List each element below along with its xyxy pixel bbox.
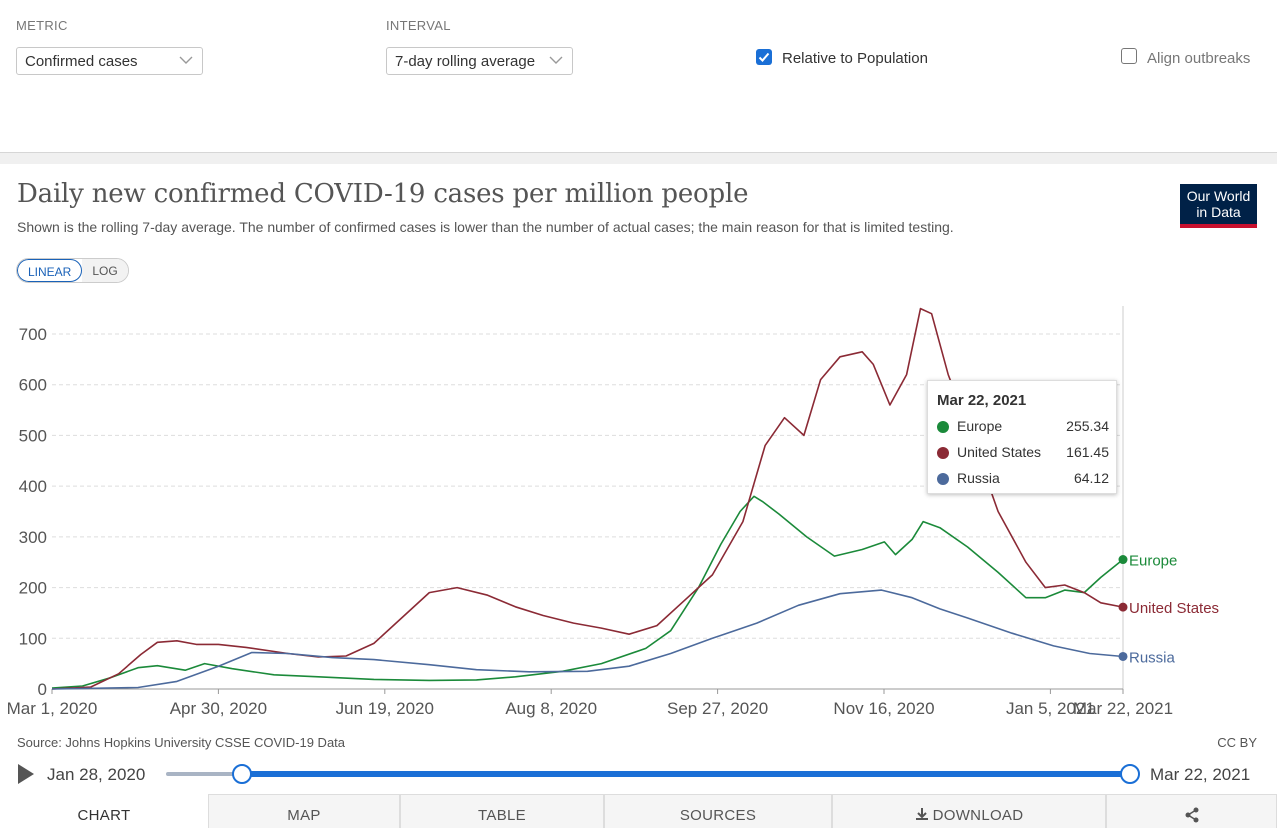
x-tick-label: Nov 16, 2020 bbox=[833, 699, 934, 718]
tab-bar: CHART MAP TABLE SOURCES DOWNLOAD bbox=[0, 794, 1277, 828]
europe-dot-icon bbox=[937, 421, 949, 433]
y-tick-label: 0 bbox=[38, 680, 47, 699]
tab-download[interactable]: DOWNLOAD bbox=[832, 794, 1106, 828]
tooltip-row-europe: Europe 255.34 bbox=[937, 418, 1109, 436]
russia-end-dot bbox=[1118, 651, 1128, 661]
tab-chart[interactable]: CHART bbox=[0, 794, 208, 828]
united-states-line bbox=[51, 307, 1124, 690]
metric-value: Confirmed cases bbox=[25, 53, 138, 70]
tab-map[interactable]: MAP bbox=[208, 794, 400, 828]
x-tick-label: Jun 19, 2020 bbox=[336, 699, 434, 718]
europe-end-dot bbox=[1118, 555, 1128, 565]
chart-subtitle: Shown is the rolling 7-day average. The … bbox=[17, 219, 954, 235]
x-tick-label: Jan 5, 2021 bbox=[1006, 699, 1095, 718]
y-tick-label: 100 bbox=[19, 629, 47, 648]
russia-dot-icon bbox=[937, 473, 949, 485]
metric-select[interactable]: Confirmed cases bbox=[16, 47, 203, 75]
linear-scale-button[interactable]: LINEAR bbox=[17, 259, 83, 282]
relative-population-label[interactable]: Relative to Population bbox=[782, 50, 928, 67]
y-tick-label: 500 bbox=[19, 426, 47, 445]
tooltip-name: Russia bbox=[957, 470, 1000, 486]
tab-table[interactable]: TABLE bbox=[400, 794, 604, 828]
europe-series-label: Europe bbox=[1129, 553, 1177, 570]
scale-toggle: LINEAR LOG bbox=[16, 258, 129, 283]
timeline-track-active[interactable] bbox=[242, 771, 1130, 777]
europe-line bbox=[51, 495, 1124, 689]
x-tick-label: Sep 27, 2020 bbox=[667, 699, 768, 718]
tooltip-value: 64.12 bbox=[1073, 470, 1109, 486]
tooltip-name: United States bbox=[957, 444, 1042, 460]
tab-share[interactable] bbox=[1106, 794, 1277, 828]
controls-bar: METRIC Confirmed cases INTERVAL 7-day ro… bbox=[0, 0, 1277, 153]
x-tick-label: Mar 22, 2021 bbox=[1073, 699, 1173, 718]
chart-panel bbox=[0, 164, 1277, 828]
chart-title: Daily new confirmed COVID-19 cases per m… bbox=[17, 179, 749, 209]
y-tick-label: 200 bbox=[19, 579, 47, 598]
tooltip: Mar 22, 2021 Europe 255.34 United States… bbox=[927, 380, 1117, 494]
download-icon bbox=[915, 808, 928, 820]
timeline-end-label: Mar 22, 2021 bbox=[1150, 765, 1251, 784]
chevron-down-icon bbox=[549, 56, 563, 64]
tooltip-value: 161.45 bbox=[1066, 444, 1109, 460]
x-tick-label: Apr 30, 2020 bbox=[170, 699, 267, 718]
share-icon bbox=[1185, 807, 1198, 823]
checkmark-icon bbox=[758, 52, 770, 62]
timeline-start-handle[interactable] bbox=[232, 764, 252, 784]
x-tick-label: Aug 8, 2020 bbox=[505, 699, 597, 718]
x-tick-label: Mar 1, 2020 bbox=[7, 699, 98, 718]
y-tick-label: 700 bbox=[19, 325, 47, 344]
chevron-down-icon bbox=[179, 56, 193, 64]
tooltip-name: Europe bbox=[957, 418, 1003, 434]
metric-label: METRIC bbox=[16, 18, 68, 33]
united-states-series-label: United States bbox=[1129, 600, 1219, 617]
y-tick-label: 400 bbox=[19, 477, 47, 496]
timeline-track-inactive[interactable] bbox=[166, 772, 242, 776]
timeline-start-label: Jan 28, 2020 bbox=[47, 765, 146, 784]
logo-line-1: Our World bbox=[1186, 188, 1251, 204]
united-states-end-dot bbox=[1118, 602, 1128, 612]
logo-line-2: in Data bbox=[1196, 204, 1241, 220]
line-chart: 0 100 200 300 400 500 600 700 Mar 1, 2020 Apr 30,… bbox=[7, 306, 1219, 718]
relative-population-checkbox[interactable] bbox=[756, 49, 772, 65]
interval-value: 7-day rolling average bbox=[395, 53, 536, 70]
united-states-dot-icon bbox=[937, 447, 949, 459]
y-tick-label: 600 bbox=[19, 376, 47, 395]
interval-select[interactable]: 7-day rolling average bbox=[386, 47, 573, 75]
log-scale-button[interactable]: LOG bbox=[82, 259, 128, 282]
tab-sources[interactable]: SOURCES bbox=[604, 794, 832, 828]
timeline-end-handle[interactable] bbox=[1120, 764, 1140, 784]
play-icon[interactable] bbox=[18, 764, 34, 784]
tooltip-value: 255.34 bbox=[1066, 418, 1109, 434]
y-tick-label: 300 bbox=[19, 528, 47, 547]
tooltip-date: Mar 22, 2021 bbox=[937, 392, 1027, 409]
tooltip-row-united-states: United States 161.45 bbox=[937, 444, 1109, 462]
russia-line bbox=[51, 589, 1124, 690]
tab-download-label: DOWNLOAD bbox=[932, 807, 1024, 824]
russia-series-label: Russia bbox=[1129, 649, 1176, 666]
align-outbreaks-label[interactable]: Align outbreaks bbox=[1147, 50, 1251, 67]
tooltip-row-russia: Russia 64.12 bbox=[937, 470, 1109, 488]
interval-label: INTERVAL bbox=[386, 18, 451, 33]
source-note[interactable]: Source: Johns Hopkins University CSSE CO… bbox=[17, 735, 346, 750]
align-outbreaks-checkbox[interactable] bbox=[1121, 48, 1137, 64]
license-label[interactable]: CC BY bbox=[1217, 735, 1257, 750]
owid-logo[interactable]: Our World in Data bbox=[1180, 184, 1257, 228]
